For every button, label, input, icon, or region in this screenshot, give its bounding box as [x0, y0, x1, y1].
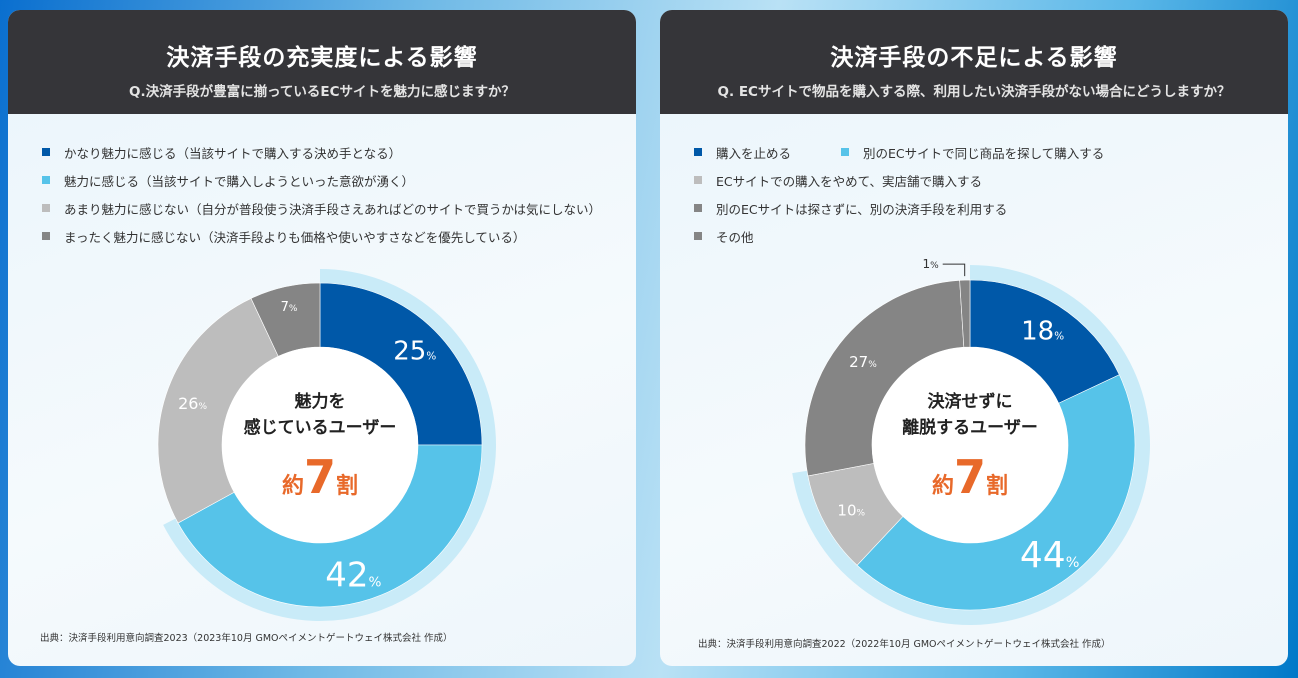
unit-label: % [198, 402, 207, 412]
stat-prefix: 約 [282, 473, 304, 499]
data-label: 7% [281, 300, 298, 315]
legend-swatch [694, 176, 702, 184]
donut-slice [804, 280, 965, 477]
source-note: 出典：決済手段利用意向調査2022（2022年10月 GMOペイメントゲートウェ… [698, 639, 1111, 650]
stat-number: 7 [304, 450, 336, 504]
card-header: 決済手段の不足による影響 Q. ECサイトで物品を購入する際、利用したい決済手段… [660, 10, 1288, 114]
legend-label: ECサイトでの購入をやめて、実店舗で購入する [716, 173, 983, 189]
center-text-line1: 決済せずに [928, 391, 1013, 412]
legend-label: あまり魅力に感じない（自分が普段使う決済手段さえあればどのサイトで買うかは気にし… [64, 201, 602, 217]
center-circle [222, 347, 418, 543]
chart-card-shortage: 決済手段の不足による影響 Q. ECサイトで物品を購入する際、利用したい決済手段… [660, 10, 1288, 666]
legend-label: 別のECサイトは探さずに、別の決済手段を利用する [716, 201, 1008, 217]
legend-swatch [841, 148, 850, 156]
stat-number: 7 [954, 450, 986, 504]
stat-prefix: 約 [932, 473, 954, 499]
legend-label: 購入を止める [716, 145, 792, 161]
legend-swatch [42, 204, 50, 212]
unit-label: % [1066, 555, 1080, 571]
chart-card-sufficiency: 決済手段の充実度による影響 Q.決済手段が豊富に揃っているECサイトを魅力に感じ… [8, 10, 636, 666]
center-text-line2: 感じているユーザー [244, 417, 397, 438]
legend-swatch [694, 148, 702, 156]
legend-label: 別のECサイトで同じ商品を探して購入する [863, 145, 1105, 161]
center-text-line1: 魅力を [295, 391, 346, 412]
stat-suffix: 割 [336, 473, 358, 499]
legend-item: 魅力に感じる（当該サイトで購入しようといった意欲が湧く） [42, 166, 601, 194]
legend: かなり魅力に感じる（当該サイトで購入する決め手となる） 魅力に感じる（当該サイト… [42, 138, 601, 250]
center-text-line2: 離脱するユーザー [902, 417, 1038, 438]
stat-suffix: 割 [986, 473, 1008, 499]
legend-item: 別のECサイトは探さずに、別の決済手段を利用する [694, 194, 1154, 222]
unit-label: % [368, 575, 381, 591]
legend-label: まったく魅力に感じない（決済手段よりも価格や使いやすさなどを優先している） [64, 229, 526, 245]
unit-label: % [426, 350, 436, 362]
legend-item: その他 [694, 222, 1154, 250]
legend-item: まったく魅力に感じない（決済手段よりも価格や使いやすさなどを優先している） [42, 222, 601, 250]
card-header: 決済手段の充実度による影響 Q.決済手段が豊富に揃っているECサイトを魅力に感じ… [8, 10, 636, 114]
legend-swatch [42, 148, 50, 156]
chart-title: 決済手段の充実度による影響 [166, 45, 478, 71]
legend-swatch [42, 176, 50, 184]
legend-label: かなり魅力に感じる（当該サイトで購入する決め手となる） [64, 145, 402, 161]
legend-item: ECサイトでの購入をやめて、実店舗で購入する [694, 166, 1154, 194]
unit-label: % [857, 509, 866, 519]
chart-title: 決済手段の不足による影響 [830, 45, 1118, 71]
legend-item: かなり魅力に感じる（当該サイトで購入する決め手となる） [42, 138, 601, 166]
legend-swatch [694, 232, 702, 240]
unit-label: % [930, 261, 939, 271]
chart-subtitle: Q.決済手段が豊富に揃っているECサイトを魅力に感じますか？ [128, 84, 516, 100]
legend-label: 魅力に感じる（当該サイトで購入しようといった意欲が湧く） [64, 173, 415, 189]
leader-line [942, 263, 966, 277]
chart-subtitle: Q. ECサイトで物品を購入する際、利用したい決済手段がない場合にどうしますか？ [717, 84, 1231, 100]
data-label: 1% [922, 257, 939, 271]
unit-label: % [1054, 331, 1064, 343]
legend-item: あまり魅力に感じない（自分が普段使う決済手段さえあればどのサイトで買うかは気にし… [42, 194, 601, 222]
center-circle [872, 347, 1068, 543]
unit-label: % [868, 360, 877, 370]
unit-label: % [289, 304, 298, 314]
legend-item: 購入を止める [694, 138, 791, 166]
legend: 購入を止める 別のECサイトで同じ商品を探して購入する ECサイトでの購入をやめ… [694, 138, 1154, 250]
center-stat: 約7割 [932, 450, 1008, 504]
legend-label: その他 [716, 229, 754, 245]
legend-swatch [42, 232, 50, 240]
legend-item: 別のECサイトで同じ商品を探して購入する [841, 138, 1104, 166]
center-stat: 約7割 [282, 450, 358, 504]
legend-swatch [694, 204, 702, 212]
source-note: 出典：決済手段利用意向調査2023（2023年10月 GMOペイメントゲートウェ… [40, 633, 453, 644]
